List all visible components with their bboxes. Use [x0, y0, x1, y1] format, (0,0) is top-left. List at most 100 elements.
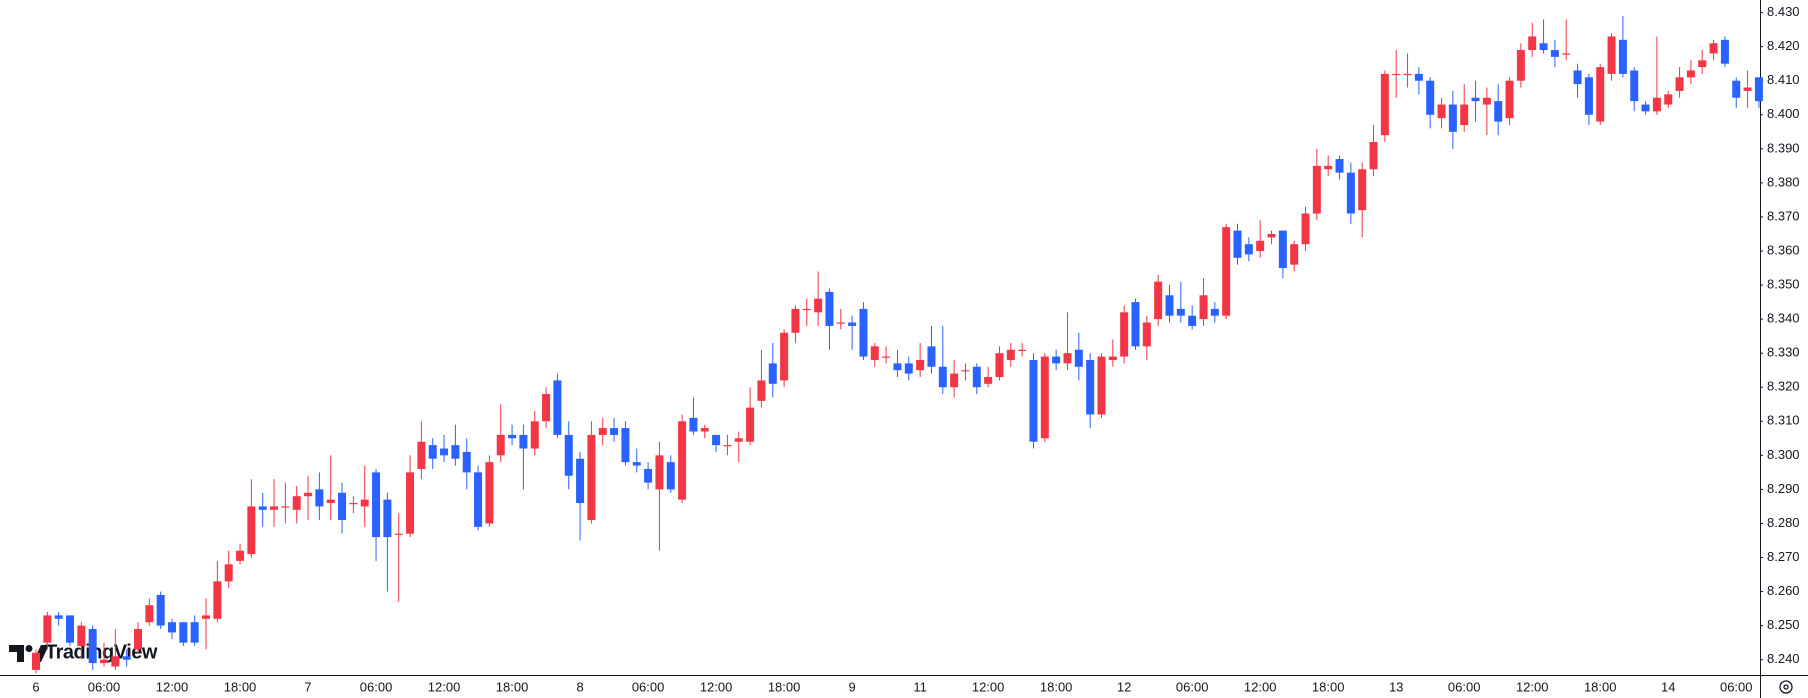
candle-body [292, 496, 301, 510]
x-tick-label: 06:00 [1448, 679, 1481, 694]
candle-body [1471, 97, 1480, 102]
candle-body [848, 322, 857, 326]
x-tick-label: 9 [849, 679, 856, 694]
y-tick-label: 8.310 [1767, 413, 1800, 428]
candle-body [1222, 227, 1231, 316]
candle-body [1482, 97, 1491, 105]
x-tick-label: 12:00 [1244, 679, 1277, 694]
settings-icon[interactable] [1779, 680, 1793, 694]
candle-body [893, 363, 902, 371]
y-tick-label: 8.360 [1767, 242, 1800, 257]
candle-body [1210, 308, 1219, 316]
candle-body [553, 380, 562, 435]
candle-body [746, 407, 755, 442]
candle-body [621, 428, 630, 463]
candle-body [1505, 80, 1514, 119]
candle-body [927, 346, 936, 367]
candle-body [723, 445, 732, 447]
candle-body [1630, 70, 1639, 102]
candle-body [859, 308, 868, 357]
settings-core[interactable] [1783, 684, 1789, 690]
x-tick-label: 12 [1117, 679, 1131, 694]
candle-body [1369, 142, 1378, 170]
candle-body [1686, 70, 1695, 78]
candle-body [43, 615, 52, 643]
candle-body [882, 356, 891, 358]
candle-body [519, 434, 528, 449]
candle-body [485, 462, 494, 524]
candle-body [734, 438, 743, 442]
candle-body [394, 533, 403, 535]
candle-body [1154, 281, 1163, 320]
candle-body [1199, 295, 1208, 320]
x-tick-label: 18:00 [1312, 679, 1345, 694]
y-tick-label: 8.240 [1767, 651, 1800, 666]
candle-body [1233, 230, 1242, 258]
candle-body [632, 462, 641, 466]
candle-body [190, 622, 199, 643]
candle-body [224, 564, 233, 582]
candle-body [1743, 87, 1752, 91]
candle-body [1618, 39, 1627, 74]
candle-body [1460, 104, 1469, 125]
candle-body [134, 629, 143, 650]
candle-body [904, 363, 913, 374]
x-tick-label: 18:00 [1584, 679, 1617, 694]
candle-body [1573, 70, 1582, 85]
x-tick-label: 14 [1661, 679, 1675, 694]
candle-body [1358, 169, 1367, 211]
candle-body [349, 503, 358, 505]
candle-body [655, 455, 664, 490]
candle-body [451, 445, 460, 459]
y-tick-label: 8.390 [1767, 140, 1800, 155]
x-tick-label: 12:00 [972, 679, 1005, 694]
candle-body [1754, 77, 1763, 102]
y-tick-label: 8.350 [1767, 276, 1800, 291]
candle-body [870, 346, 879, 360]
candle-body [247, 506, 256, 555]
candle-body [236, 550, 245, 561]
settings-ring[interactable] [1779, 680, 1793, 694]
candle-body [961, 370, 970, 372]
y-tick-label: 8.410 [1767, 72, 1800, 87]
candle-body [610, 428, 619, 435]
x-tick-label: 18:00 [768, 679, 801, 694]
candle-body [1063, 353, 1072, 364]
x-tick-label: 13 [1389, 679, 1403, 694]
candle-body [938, 366, 947, 388]
candle-body [360, 499, 369, 507]
candle-body [530, 421, 539, 449]
candle-body [1426, 80, 1435, 115]
candle-body [1040, 356, 1049, 439]
candle-body [1494, 101, 1503, 122]
candle-body [757, 380, 766, 401]
candle-body [1709, 43, 1718, 54]
candle-body [1188, 315, 1197, 326]
x-tick-label: 7 [304, 679, 311, 694]
x-tick-label: 12:00 [156, 679, 189, 694]
candle-body [156, 594, 165, 626]
candle-body [213, 581, 222, 619]
x-tick-label: 06:00 [1176, 679, 1209, 694]
candle-body [338, 492, 347, 521]
candle-body [428, 445, 437, 459]
candle-body [88, 629, 97, 664]
candle-body [768, 363, 777, 384]
candle-body [644, 468, 653, 483]
candle-body [1142, 322, 1151, 347]
candle-body [1539, 43, 1548, 51]
x-tick-label: 06:00 [88, 679, 121, 694]
candle-body [1120, 312, 1129, 357]
y-tick-label: 8.300 [1767, 447, 1800, 462]
candle-body [258, 506, 267, 510]
candle-body [1664, 94, 1673, 105]
candle-body [984, 377, 993, 384]
logo-mark [9, 645, 24, 662]
candle-body [1131, 302, 1140, 347]
candle-body [712, 434, 721, 446]
y-tick-label: 8.320 [1767, 379, 1800, 394]
candle-body [1165, 295, 1174, 316]
candle-body [1256, 240, 1265, 251]
